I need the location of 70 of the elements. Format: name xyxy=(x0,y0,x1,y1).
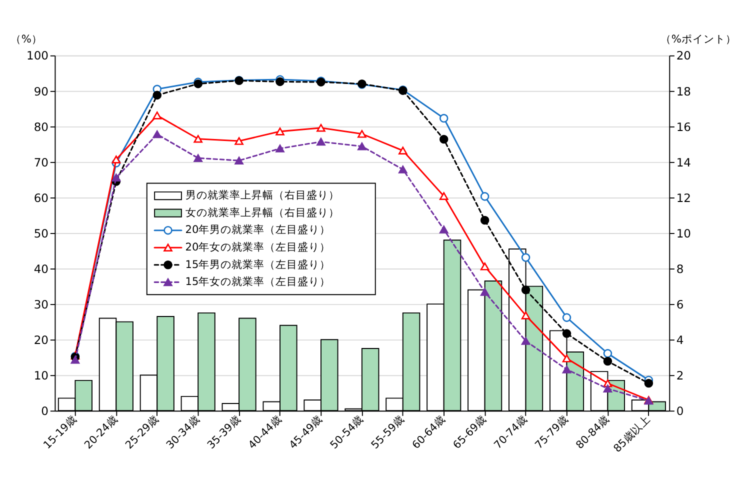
point xyxy=(480,288,490,296)
y-tick-label: 90 xyxy=(34,84,48,98)
y-tick-label: 80 xyxy=(34,120,48,134)
point xyxy=(194,154,202,162)
point xyxy=(521,337,530,345)
y2-tick-label: 4 xyxy=(676,332,684,347)
point xyxy=(480,192,490,201)
point xyxy=(152,90,162,100)
point xyxy=(521,253,530,262)
point xyxy=(480,262,490,270)
x-tick-label: 85歳以上 xyxy=(610,412,653,455)
y-tick-label: 0 xyxy=(41,404,48,418)
point xyxy=(194,134,202,143)
legend-label: 15年女の就業率（左目盛り） xyxy=(185,275,331,288)
y2-tick-label: 12 xyxy=(676,190,692,205)
point xyxy=(316,124,326,132)
y2-tick-label: 20 xyxy=(676,48,692,63)
y2-tick-label: 0 xyxy=(676,404,684,418)
legend-label: 女の就業率上昇幅（右目盛り） xyxy=(185,206,340,219)
point xyxy=(439,226,448,234)
point xyxy=(562,329,572,338)
y-tick-label: 10 xyxy=(34,368,48,382)
y2-tick-label: 16 xyxy=(676,120,692,134)
point xyxy=(562,313,572,322)
y-tick-label: 50 xyxy=(34,226,48,240)
point xyxy=(112,174,121,182)
point xyxy=(439,134,448,144)
point xyxy=(276,144,284,152)
legend-label: 20年男の就業率（左目盛り） xyxy=(185,223,331,236)
y-tick-label: 70 xyxy=(34,155,48,170)
y-tick-label: 60 xyxy=(34,190,48,205)
point xyxy=(398,166,408,174)
point xyxy=(152,112,162,120)
point xyxy=(562,366,572,374)
y-tick-label: 100 xyxy=(26,48,48,63)
point xyxy=(439,114,448,123)
y2-axis-title: （%ポイント） xyxy=(660,33,736,46)
y2-tick-label: 8 xyxy=(676,262,684,276)
y-tick-label: 40 xyxy=(34,262,48,276)
point xyxy=(603,356,612,366)
point xyxy=(480,216,490,225)
y2-tick-label: 14 xyxy=(676,155,692,170)
point xyxy=(234,137,244,145)
point xyxy=(234,156,244,164)
y-axis-title: （%） xyxy=(10,33,42,46)
point xyxy=(398,146,408,155)
point xyxy=(521,285,530,294)
point xyxy=(603,384,612,392)
point xyxy=(521,312,530,320)
point xyxy=(358,142,366,150)
point xyxy=(439,192,448,200)
point xyxy=(112,156,121,164)
point xyxy=(603,349,612,358)
point xyxy=(562,354,572,362)
y2-tick-label: 18 xyxy=(676,84,692,98)
point xyxy=(152,130,162,138)
y-tick-label: 30 xyxy=(34,297,48,312)
point xyxy=(70,356,80,364)
point xyxy=(276,77,284,86)
point xyxy=(644,378,654,388)
point xyxy=(316,138,326,146)
legend-label: 20年女の就業率（左目盛り） xyxy=(185,240,331,254)
y2-tick-label: 2 xyxy=(676,368,684,382)
y2-tick-label: 6 xyxy=(676,297,684,312)
legend-label: 男の就業率上昇幅（右目盛り） xyxy=(185,188,340,202)
legend-label: 15年男の就業率（左目盛り） xyxy=(185,258,331,271)
point xyxy=(276,128,284,136)
y-tick-label: 20 xyxy=(34,332,48,347)
point xyxy=(358,130,366,138)
y2-tick-label: 10 xyxy=(676,226,692,240)
